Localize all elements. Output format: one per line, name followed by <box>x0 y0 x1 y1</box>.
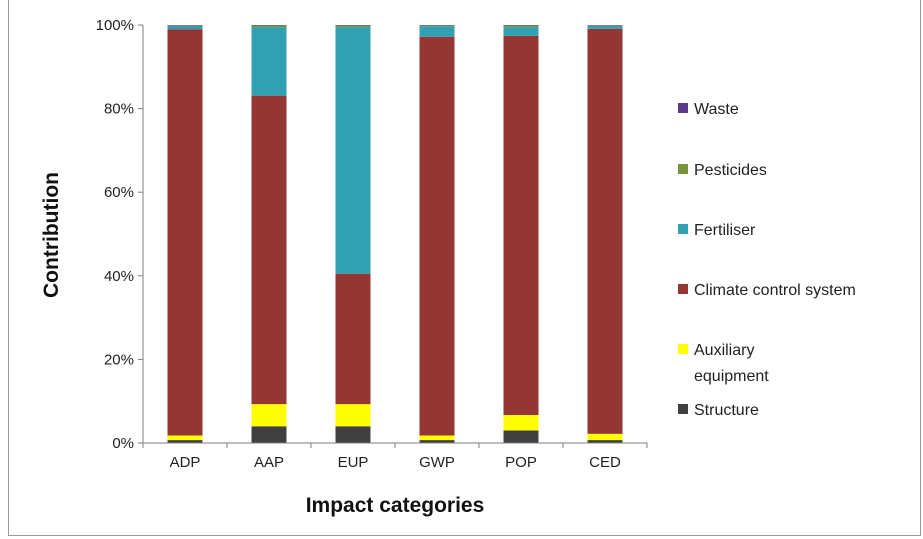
legend-label-auxiliary-equipment: equipment <box>694 368 769 385</box>
bar-aap-structure <box>251 426 287 443</box>
bar-adp-auxiliary-equipment <box>167 435 203 441</box>
legend-swatch-fertiliser <box>678 224 688 234</box>
bar-adp-fertiliser <box>167 25 203 30</box>
y-tick-label: 0% <box>112 435 134 452</box>
legend-swatch-auxiliary-equipment <box>678 344 688 354</box>
bar-aap-auxiliary-equipment <box>251 404 287 427</box>
bar-ced-climate-control-system <box>587 28 623 434</box>
bar-pop-pesticides <box>503 25 539 28</box>
bar-gwp-climate-control-system <box>419 36 455 436</box>
x-tick-label-eup: EUP <box>338 454 369 471</box>
bar-eup-fertiliser <box>335 27 371 274</box>
bar-adp-climate-control-system <box>167 29 203 436</box>
bar-gwp-pesticides <box>419 25 455 27</box>
legend-swatch-pesticides <box>678 164 688 174</box>
y-tick-label: 80% <box>104 101 134 118</box>
legend-label-structure: Structure <box>694 402 759 419</box>
legend-swatch-waste <box>678 103 688 113</box>
bar-ced-fertiliser <box>587 25 623 29</box>
y-tick-label: 40% <box>104 268 134 285</box>
axes-layer <box>138 24 648 448</box>
bar-gwp-auxiliary-equipment <box>419 435 455 441</box>
legend-label-climate-control-system: Climate control system <box>694 282 856 299</box>
bars-layer <box>167 25 623 443</box>
bar-aap-pesticides <box>251 25 287 28</box>
bar-gwp-fertiliser <box>419 26 455 37</box>
bar-ced-structure <box>587 440 623 443</box>
bar-pop-climate-control-system <box>503 35 539 415</box>
bar-adp-structure <box>167 440 203 443</box>
bar-pop-structure <box>503 430 539 443</box>
y-axis-title: Contribution <box>40 172 63 298</box>
x-tick-label-adp: ADP <box>170 454 201 471</box>
bar-pop-auxiliary-equipment <box>503 414 539 431</box>
x-tick-label-ced: CED <box>589 454 621 471</box>
bar-eup-structure <box>335 426 371 443</box>
bar-eup-climate-control-system <box>335 273 371 405</box>
bar-eup-auxiliary-equipment <box>335 404 371 427</box>
bar-gwp-structure <box>419 440 455 443</box>
legend-label-fertiliser: Fertiliser <box>694 222 756 239</box>
bar-aap-climate-control-system <box>251 95 287 405</box>
legend-swatch-structure <box>678 404 688 414</box>
y-tick-label: 60% <box>104 184 134 201</box>
bar-ced-auxiliary-equipment <box>587 433 623 441</box>
x-tick-label-gwp: GWP <box>419 454 455 471</box>
legend-label-pesticides: Pesticides <box>694 162 767 179</box>
x-tick-label-aap: AAP <box>254 454 284 471</box>
legend-swatch-climate-control-system <box>678 284 688 294</box>
y-tick-label: 100% <box>96 17 134 34</box>
bar-aap-fertiliser <box>251 27 287 96</box>
tick-labels-layer: 0% 20% 40% 60% 80% 100% ADP AAP EUP GWP POP CED <box>96 17 621 471</box>
bar-pop-fertiliser <box>503 27 539 36</box>
legend: Waste Pesticides Fertiliser Climate control… <box>678 101 856 419</box>
x-axis-title: Impact categories <box>306 494 485 517</box>
x-tick-label-pop: POP <box>505 454 537 471</box>
y-tick-label: 20% <box>104 351 134 368</box>
bar-eup-pesticides <box>335 25 371 28</box>
legend-label-auxiliary-equipment: Auxiliary <box>694 342 754 359</box>
legend-label-waste: Waste <box>694 101 739 118</box>
chart-frame <box>8 0 921 536</box>
